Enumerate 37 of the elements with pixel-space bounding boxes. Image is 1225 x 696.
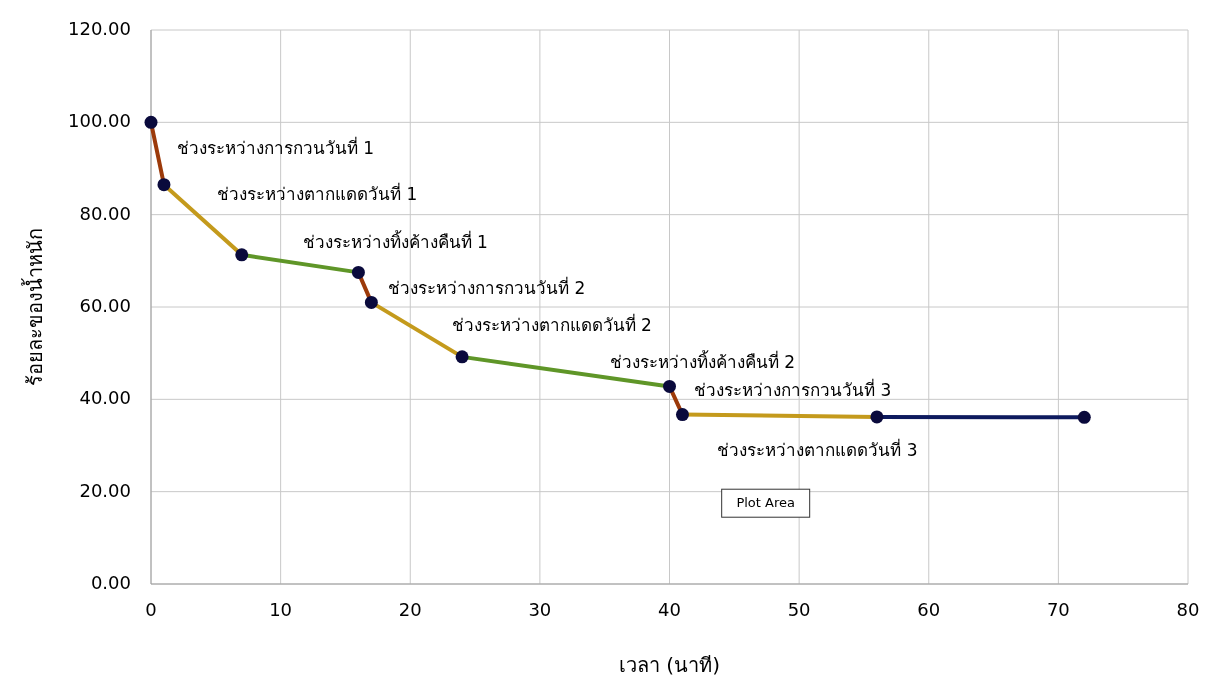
x-tick-label: 70 <box>1046 599 1070 620</box>
y-tick-label: 60.00 <box>79 295 131 316</box>
annotation: ช่วงระหว่างตากแดดวันที่ 1 <box>217 181 418 204</box>
x-tick-label: 0 <box>145 599 157 620</box>
y-tick-label: 100.00 <box>68 110 131 132</box>
x-tick-label: 80 <box>1176 599 1200 620</box>
point <box>870 410 884 424</box>
point <box>1077 410 1091 424</box>
annotation: ช่วงระหว่างการกวนวันที่ 1 <box>176 135 375 158</box>
x-tick-label: 20 <box>398 599 422 620</box>
x-axis-title: เวลา (นาที) <box>619 653 720 677</box>
point <box>675 408 689 422</box>
x-tick-label: 40 <box>658 599 681 620</box>
y-tick-label: 20.00 <box>79 479 131 501</box>
annotation: ช่วงระหว่างทิ้งค้างคืนที่ 1 <box>302 230 488 253</box>
annotation: ช่วงระหว่างตากแดดวันที่ 2 <box>451 313 652 336</box>
annotation: ช่วงระหว่างตากแดดวันที่ 3 <box>717 437 918 460</box>
annotation: ช่วงระหว่างทิ้งค้างคืนที่ 2 <box>609 349 796 372</box>
y-tick-label: 0.00 <box>90 572 131 593</box>
y-tick-label: 40.00 <box>79 387 131 409</box>
annotation: ช่วงระหว่างการกวนวันที่ 2 <box>388 275 586 298</box>
x-tick-label: 10 <box>269 599 293 620</box>
point <box>455 350 469 364</box>
point <box>663 379 676 393</box>
y-tick-label: 80.00 <box>79 202 131 224</box>
point <box>144 115 158 129</box>
x-tick-label: 30 <box>528 599 552 620</box>
y-axis-title: ร้อยละของน้ำหนัก <box>21 228 47 386</box>
point <box>235 248 249 262</box>
point <box>351 265 365 279</box>
annotation: Plot Area <box>736 494 795 510</box>
point <box>364 295 378 309</box>
y-tick-label: 120.00 <box>68 18 131 39</box>
annotation: ช่วงระหว่างการกวนวันที่ 3 <box>694 378 892 401</box>
x-tick-label: 50 <box>787 599 811 620</box>
point <box>157 178 171 192</box>
x-tick-label: 60 <box>917 599 941 620</box>
